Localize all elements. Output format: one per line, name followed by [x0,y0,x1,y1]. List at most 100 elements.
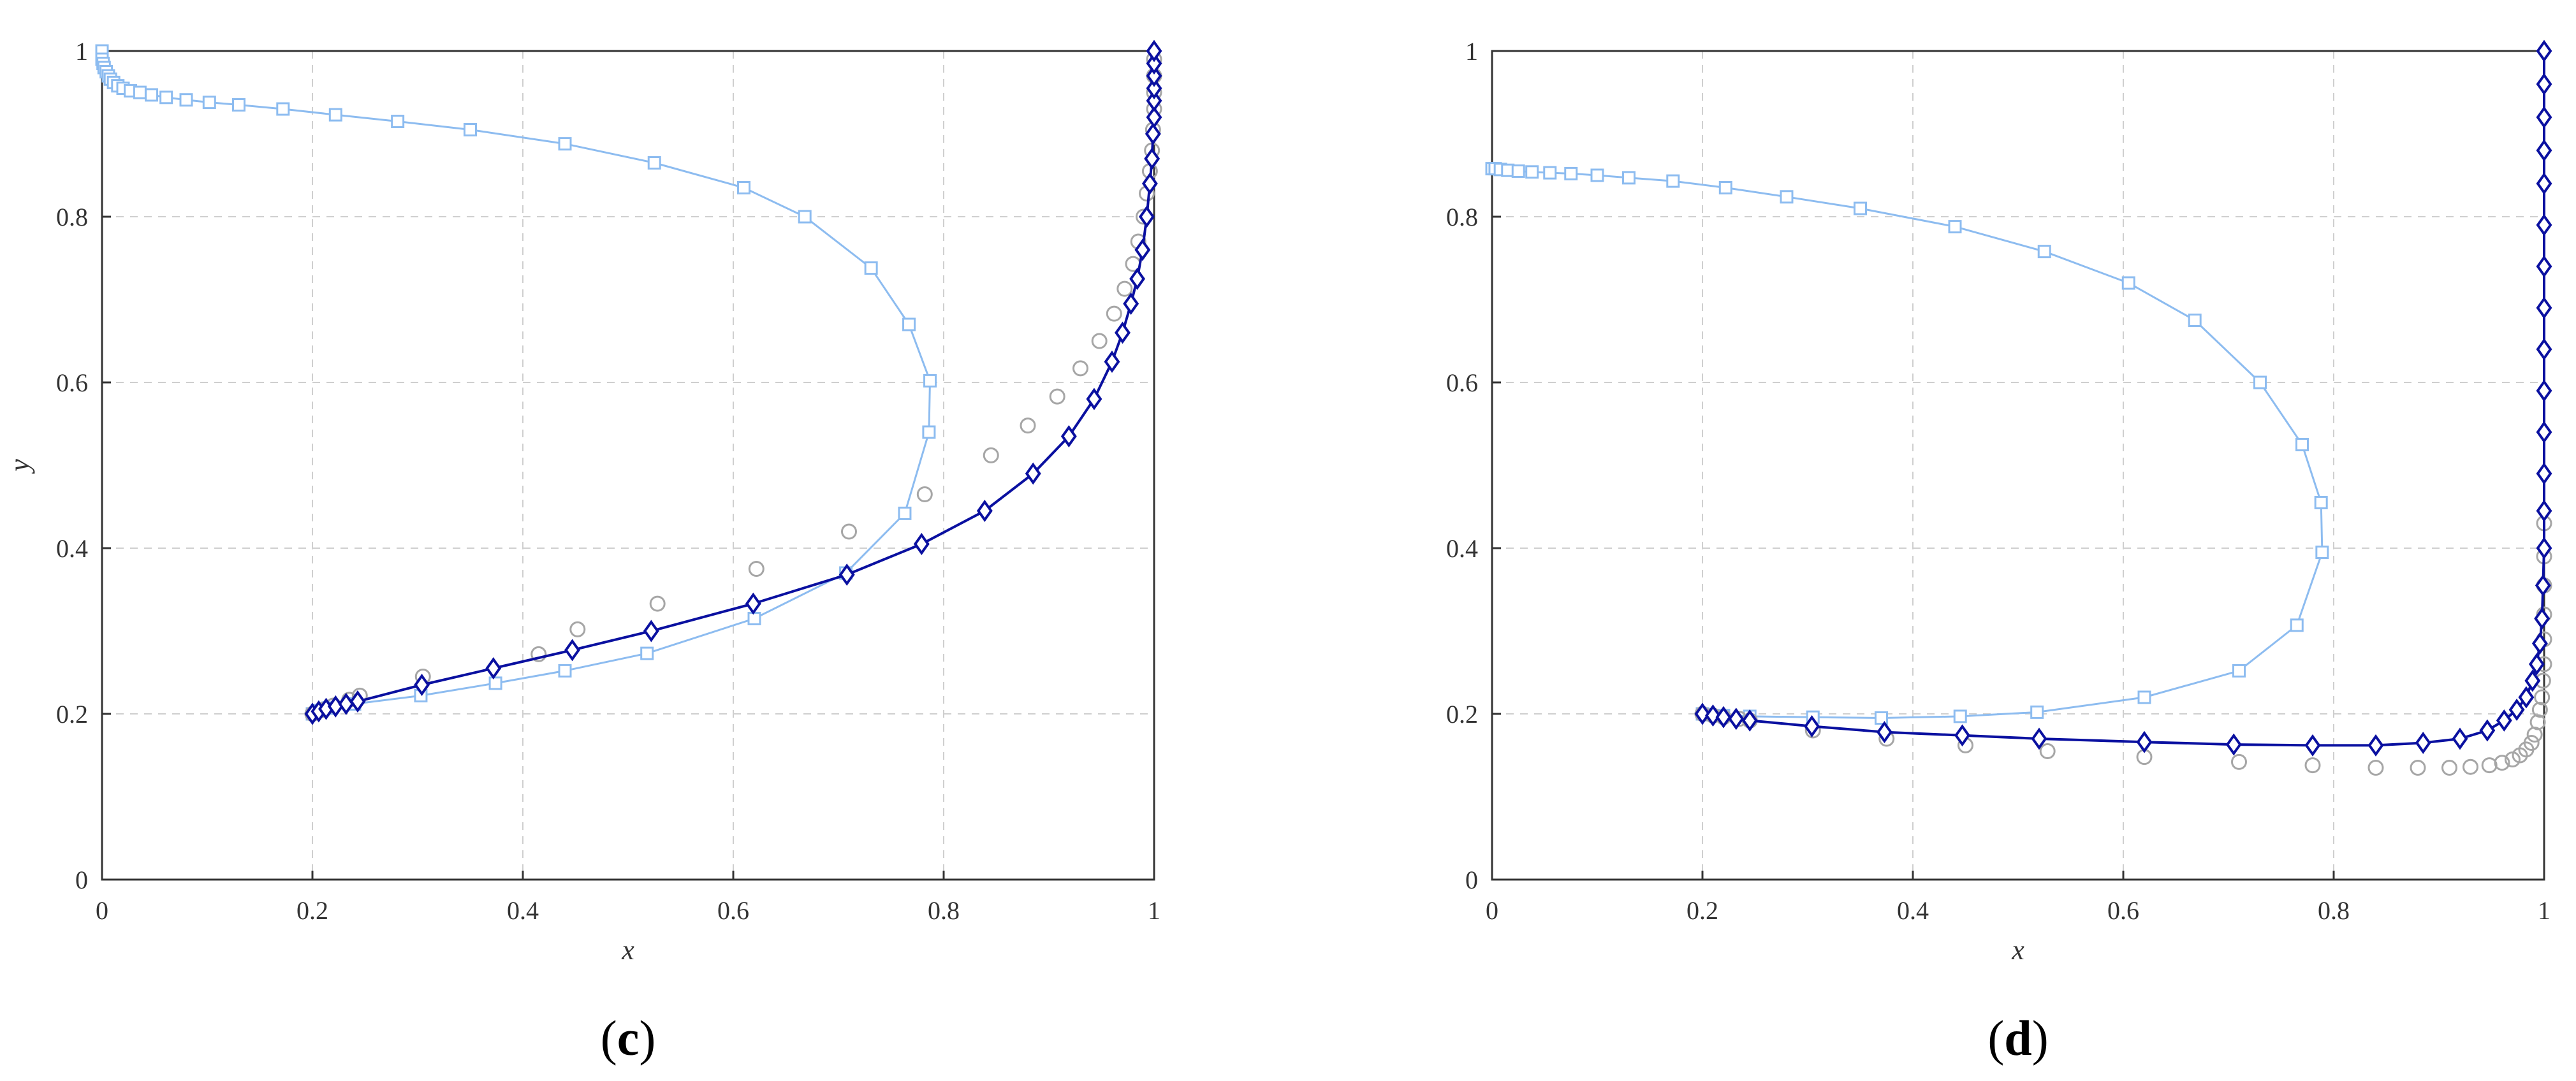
data-point-circle [1020,417,1036,434]
x-axis-label: x [621,934,634,966]
series-diamond [304,40,1162,725]
y-tick-label: 0.6 [56,368,88,397]
y-tick-label: 1 [1465,37,1478,66]
data-point-diamond [1146,89,1162,112]
y-axis-label: y [4,459,35,474]
data-point-square [2121,276,2135,290]
data-point-diamond [976,500,993,522]
data-point-square [2295,438,2309,451]
plot-frame [1491,50,2545,881]
data-point-square [640,646,654,660]
data-point-diamond [2518,686,2535,709]
data-point-circle [916,486,933,502]
data-point-square [864,261,878,275]
data-point-square [1543,166,1557,180]
data-point-circle [569,621,586,637]
data-point-square [558,137,572,151]
series-line [1492,168,2324,720]
data-point-diamond [2536,421,2552,444]
data-point-circle [2481,757,2498,774]
data-point-square [1525,165,1539,179]
data-point-diamond [838,563,855,586]
data-point-diamond [2531,632,2548,655]
data-point-diamond [2536,462,2552,485]
data-point-diamond [485,657,502,679]
plot-frame [101,50,1155,881]
data-point-diamond [1141,172,1158,195]
data-point-diamond [349,690,366,713]
data-point-square [1590,168,1604,182]
data-point-diamond [2536,338,2552,361]
data-point-diamond [2536,255,2552,278]
x-tick-label: 1 [1148,896,1160,925]
data-point-square [1622,171,1636,185]
data-point-diamond [1741,709,1758,732]
data-point-square [1875,711,1888,725]
data-point-square [1718,181,1732,194]
data-point-diamond [2367,734,2384,757]
data-point-circle [1091,333,1108,349]
data-point-diamond [2536,73,2552,96]
data-point-square [391,115,405,128]
y-tick-label: 0.8 [56,203,88,231]
data-point-circle [2304,757,2321,774]
x-tick-label: 0.4 [1897,896,1929,925]
data-point-diamond [414,674,430,696]
data-point-square [2314,496,2328,509]
data-point-diamond [1145,122,1161,145]
data-point-diamond [2536,40,2552,62]
data-point-square [2137,690,2151,704]
data-point-diamond [1146,106,1162,129]
x-tick-label: 0 [1486,896,1498,925]
data-point-circle [2231,753,2247,770]
data-point-square [2232,664,2246,678]
data-point-square [902,317,916,331]
data-point-square [464,123,477,136]
y-tick-label: 0.8 [1446,203,1478,231]
data-point-diamond [564,639,581,662]
data-point-diamond [2496,709,2512,732]
data-point-circle [1049,388,1065,405]
y-tick-label: 0 [1465,866,1478,894]
data-point-diamond [1060,425,1077,447]
data-point-square [2030,705,2044,719]
data-point-square [2037,245,2051,259]
data-point-diamond [2536,106,2552,129]
data-point-diamond [1715,706,1732,729]
data-point-circle [2523,735,2540,751]
x-tick-label: 0.2 [1687,896,1718,925]
data-point-circle [1116,280,1133,297]
data-point-diamond [2536,214,2552,236]
series-square [1485,162,2329,725]
data-point-square [159,91,173,105]
data-point-diamond [745,592,761,615]
data-point-square [2253,375,2267,389]
x-tick-label: 0.8 [928,896,960,925]
data-point-diamond [1086,388,1102,410]
data-point-square [2290,618,2304,632]
data-point-square [202,96,216,110]
data-point-circle [841,523,857,540]
y-tick-label: 0.6 [1446,368,1478,397]
panel-label: (c) [601,1010,656,1066]
x-tick-label: 0.4 [507,896,539,925]
data-point-diamond [2304,734,2321,757]
data-point-square [898,506,912,520]
data-point-circle [2441,760,2457,776]
data-point-circle [2410,760,2426,776]
data-point-square [232,98,245,112]
data-point-diamond [2524,669,2541,692]
data-point-square [328,108,342,122]
data-point-square [1780,190,1794,204]
data-point-square [2188,314,2202,327]
y-tick-label: 0.4 [1446,534,1478,563]
data-point-circle [2534,689,2550,706]
data-point-square [2315,546,2329,559]
data-point-diamond [2452,727,2468,750]
x-tick-label: 1 [2538,896,2550,925]
data-point-circle [1106,305,1122,322]
data-point-diamond [2415,732,2431,754]
data-point-circle [2463,758,2478,775]
y-tick-label: 0.2 [56,700,88,729]
data-point-square [747,612,761,625]
